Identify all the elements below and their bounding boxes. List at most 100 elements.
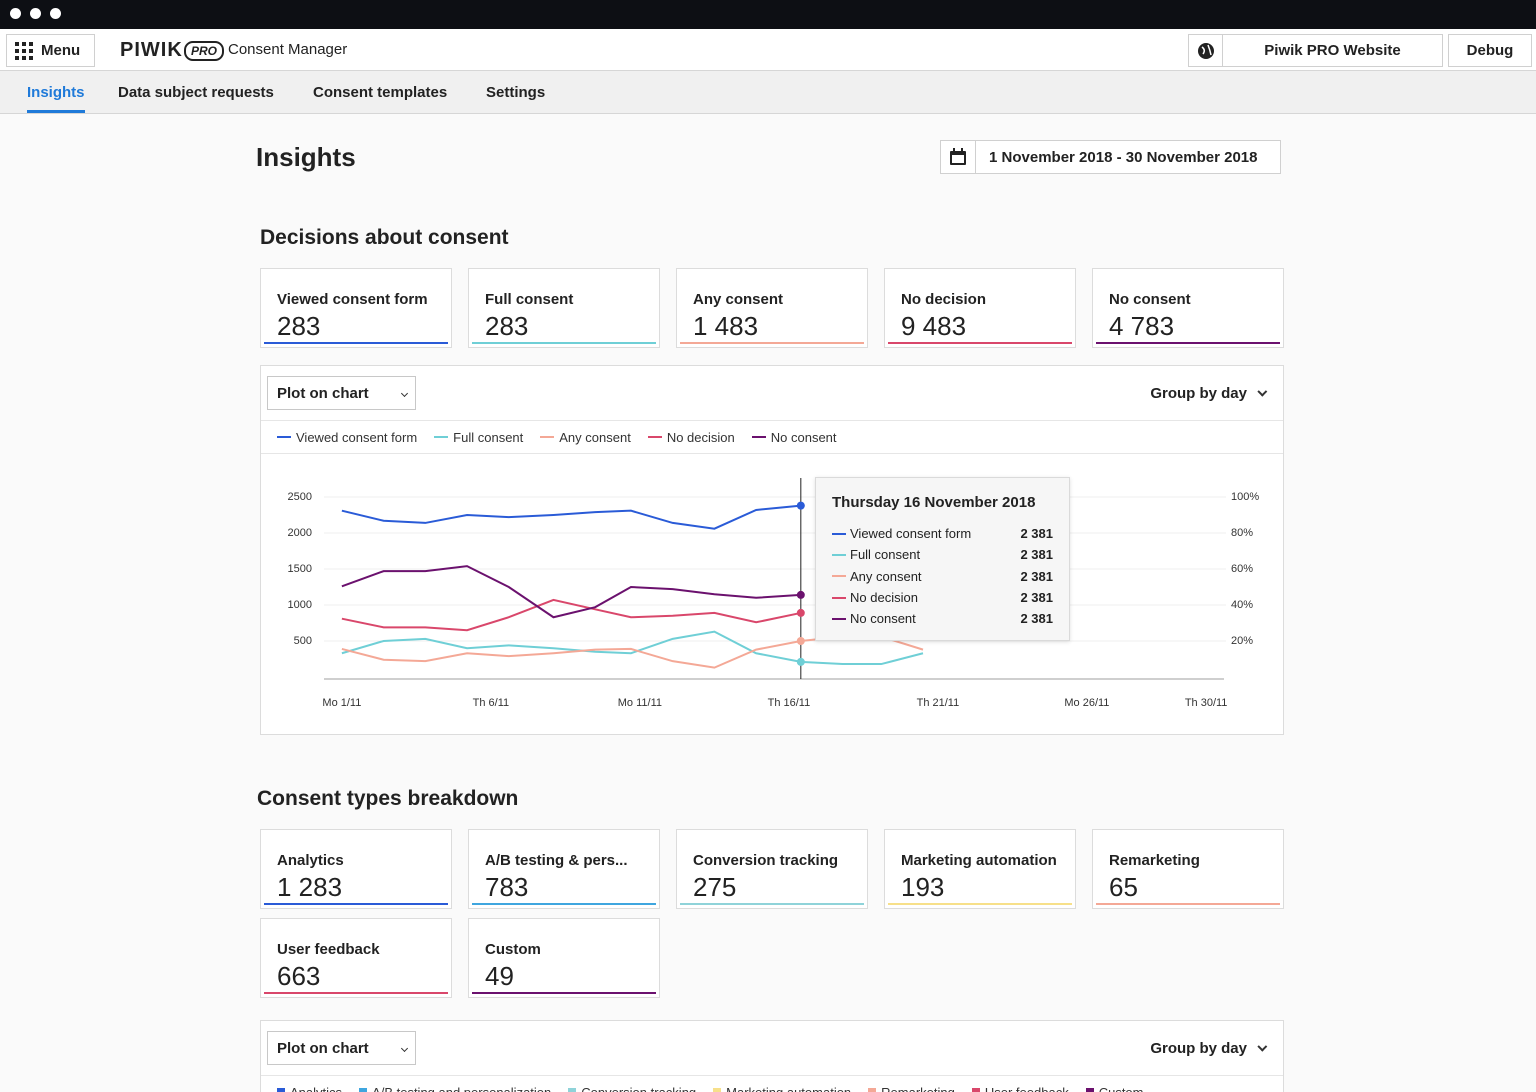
menu-button[interactable]: Menu <box>6 34 95 67</box>
globe-button[interactable] <box>1188 34 1223 67</box>
chart-panel: Plot on chart Group by day Analytics A/B … <box>260 1020 1284 1092</box>
stat-label: No decision <box>901 291 987 308</box>
legend-item[interactable]: Remarketing <box>868 1085 955 1092</box>
legend-swatch <box>713 1088 722 1092</box>
stat-card[interactable]: Viewed consent form 283 <box>260 268 452 348</box>
legend-label: No decision <box>666 429 735 445</box>
tooltip-name: Any consent <box>850 568 922 584</box>
x-tick-label: Mo 26/11 <box>1064 697 1109 709</box>
hover-point <box>796 637 805 645</box>
stat-value: 4 783 <box>1109 311 1175 341</box>
plot-select[interactable]: Plot on chart <box>267 376 416 410</box>
card-grid: Analytics 1 283 A/B testing & pers... 783 Co… <box>260 829 1290 998</box>
logo: PIWIK <box>120 39 183 61</box>
legend-swatch <box>868 1088 877 1092</box>
group-by[interactable]: Group by day <box>1150 385 1263 402</box>
y2-tick-label: 80% <box>1231 527 1253 539</box>
website-selector[interactable]: Piwik PRO Website <box>1222 34 1443 67</box>
legend-item[interactable]: No decision <box>647 429 735 445</box>
stat-value: 65 <box>1109 872 1138 902</box>
date-range-picker[interactable]: 1 November 2018 - 30 November 2018 <box>940 140 1281 174</box>
stat-card[interactable]: Analytics 1 283 <box>260 829 452 909</box>
stat-label: Analytics <box>277 852 344 869</box>
stat-card[interactable]: Full consent 283 <box>468 268 660 348</box>
stat-card[interactable]: Custom 49 <box>468 918 660 998</box>
stat-underline <box>1096 903 1280 905</box>
legend-swatch <box>971 1088 980 1092</box>
legend-label: No consent <box>770 429 837 445</box>
legend-label: Conversion tracking <box>581 1084 697 1092</box>
y-tick-label: 1000 <box>288 599 312 611</box>
stat-card[interactable]: Remarketing 65 <box>1092 829 1284 909</box>
legend-swatch <box>277 436 291 438</box>
legend-item[interactable]: Marketing automation <box>713 1085 851 1092</box>
stat-card[interactable]: Any consent 1 483 <box>676 268 868 348</box>
stat-label: Conversion tracking <box>693 852 839 869</box>
stat-label: Full consent <box>485 291 574 308</box>
legend-item[interactable]: Analytics <box>277 1085 342 1092</box>
grid-icon <box>15 41 33 60</box>
tooltip-swatch <box>832 596 846 599</box>
stat-card[interactable]: No consent 4 783 <box>1092 268 1284 348</box>
series-line <box>341 565 801 619</box>
x-tick-label: Mo 11/11 <box>618 697 662 709</box>
tooltip-swatch <box>832 575 846 578</box>
group-by[interactable]: Group by day <box>1150 1040 1263 1057</box>
legend-item[interactable]: User feedback <box>971 1084 1069 1092</box>
legend-item[interactable]: Viewed consent form <box>277 430 417 445</box>
legend-swatch <box>1085 1088 1094 1092</box>
legend-item[interactable]: No consent <box>751 429 837 445</box>
y-tick-label: 1500 <box>288 563 312 575</box>
stat-label: User feedback <box>277 941 380 958</box>
x-tick-label: Th 30/11 <box>1185 697 1228 709</box>
tab[interactable]: Data subject requests <box>118 84 274 101</box>
stat-label: Remarketing <box>1109 852 1200 869</box>
legend-item[interactable]: Full consent <box>434 430 523 445</box>
x-tick-label: Th 16/11 <box>768 697 811 709</box>
stat-underline <box>264 992 448 994</box>
stat-card[interactable]: Conversion tracking 275 <box>676 829 868 909</box>
legend-item[interactable]: A/B testing and personalization <box>359 1085 551 1092</box>
stat-value: 783 <box>485 872 529 902</box>
window-titlebar <box>0 0 1536 29</box>
series-line <box>341 598 802 632</box>
tab[interactable]: Settings <box>486 84 546 101</box>
stat-card[interactable]: User feedback 663 <box>260 918 452 998</box>
date-range: 1 November 2018 - 30 November 2018 <box>989 149 1258 166</box>
stat-card[interactable]: No decision 9 483 <box>884 268 1076 348</box>
calendar-icon <box>941 141 976 173</box>
debug-button[interactable]: Debug <box>1448 34 1532 67</box>
tab[interactable]: Consent templates <box>313 84 448 101</box>
y2-tick-label: 100% <box>1231 491 1259 503</box>
tooltip-title: Thursday 16 November 2018 <box>832 494 1036 511</box>
stat-value: 275 <box>693 872 737 902</box>
stat-card[interactable]: Marketing automation 193 <box>884 829 1076 909</box>
window-dot[interactable] <box>10 8 21 19</box>
legend-label: Marketing automation <box>726 1084 852 1092</box>
stat-underline <box>888 903 1072 905</box>
stat-card[interactable]: A/B testing & pers... 783 <box>468 829 660 909</box>
legend: Viewed consent form Full consent Any conse… <box>261 420 1283 454</box>
legend-swatch <box>647 436 662 438</box>
stat-underline <box>888 342 1072 344</box>
legend: Analytics A/B testing and personalization… <box>261 1075 1283 1092</box>
plot-select[interactable]: Plot on chart <box>267 1031 416 1065</box>
tooltip-name: Full consent <box>850 547 921 563</box>
legend-label: User feedback <box>984 1084 1069 1092</box>
tooltip-swatch <box>832 617 846 620</box>
legend-label: A/B testing and personalization <box>372 1084 552 1092</box>
stat-underline <box>472 342 656 344</box>
stat-value: 1 283 <box>277 872 343 902</box>
legend-item[interactable]: Any consent <box>540 430 631 445</box>
tooltip-row: No decision 2 381 <box>832 587 1053 608</box>
legend-label: Full consent <box>453 429 524 445</box>
legend-item[interactable]: Custom <box>1085 1084 1144 1092</box>
stat-label: No consent <box>1109 291 1191 308</box>
stat-underline <box>264 903 448 905</box>
tab[interactable]: Insights <box>27 71 85 113</box>
legend-item[interactable]: Conversion tracking <box>568 1085 696 1092</box>
legend-label: Custom <box>1098 1084 1144 1092</box>
window-dot[interactable] <box>30 8 41 19</box>
window-dot[interactable] <box>50 8 61 19</box>
